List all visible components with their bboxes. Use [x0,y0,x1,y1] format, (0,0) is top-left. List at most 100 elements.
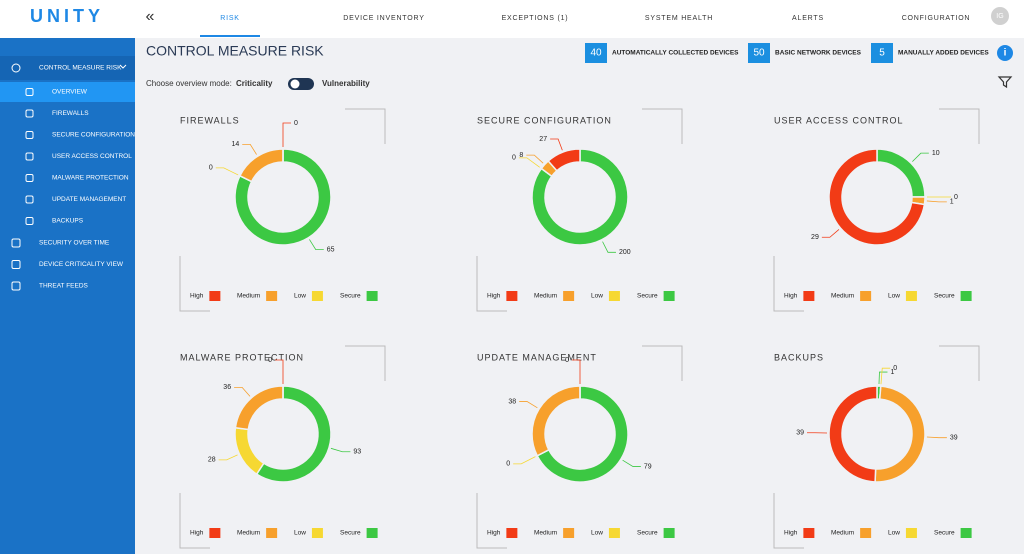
nav-tab[interactable]: ALERTS [792,15,824,22]
count-value: 40 [590,48,602,59]
label-connector [215,167,239,176]
data-label: 39 [796,430,804,437]
data-label: 38 [508,398,516,405]
legend-swatch [860,291,872,301]
label-connector [309,239,324,251]
logo[interactable]: UNITY [30,6,104,26]
donut-segment [547,148,581,172]
active-tab-underline [200,35,260,37]
nav-tab[interactable]: CONFIGURATION [902,15,971,22]
collapse-button[interactable]: « [146,8,155,25]
data-label: 79 [644,463,652,470]
mode-option[interactable]: Criticality [236,79,273,88]
legend-label: Low [591,293,603,300]
data-label: 0 [565,357,569,364]
sidebar-item[interactable]: USER ACCESS CONTROL [52,153,132,160]
nav-icon [25,88,34,96]
label-connector [518,157,540,168]
sidebar-item[interactable]: DEVICE CRITICALITY VIEW [39,261,124,268]
label-connector [878,371,888,385]
legend-label: Medium [534,530,557,537]
data-label: 1 [890,369,894,376]
sidebar-item[interactable]: BACKUPS [52,218,84,225]
info-button[interactable] [997,45,1013,61]
label-connector [572,359,581,384]
data-label: 8 [519,152,523,159]
nav-tab[interactable]: EXCEPTIONS (1) [502,15,569,22]
nav-tab[interactable]: DEVICE INVENTORY [343,15,424,22]
sidebar-item[interactable]: UPDATE MANAGEMENT [52,196,126,203]
label-connector [926,436,947,439]
legend-swatch [608,291,620,301]
mode-option[interactable]: Vulnerability [322,79,370,88]
legend-swatch [803,291,815,301]
sidebar-item[interactable]: SECURE CONFIGURATION [52,132,135,139]
section-icon [11,63,21,73]
panel-title: SECURE CONFIGURATION [477,115,612,125]
user-initials: IG [996,13,1003,20]
filter-button[interactable] [997,76,1013,89]
legend-label: High [190,293,204,300]
donut-segment [531,148,629,246]
legend-swatch [663,528,675,538]
donut-segment [234,148,332,246]
panel-frame [476,108,683,312]
nav-icon [25,131,34,139]
panel-frame [179,108,386,312]
label-connector [275,359,284,384]
legend-label: Low [294,530,306,537]
legend-swatch [366,528,378,538]
nav-tab[interactable]: RISK [220,15,240,22]
legend-swatch [860,528,872,538]
sidebar-item[interactable]: MALWARE PROTECTION [52,175,129,182]
sidebar-item[interactable]: THREAT FEEDS [39,283,89,290]
nav-icon [25,152,34,161]
legend-label: Secure [934,530,955,537]
label-connector [926,200,947,203]
data-label: 29 [811,234,819,241]
label-connector [218,454,238,461]
data-label: 1 [950,199,954,206]
legend-swatch [266,528,278,538]
data-label: 10 [932,150,940,157]
sidebar-section[interactable]: CONTROL MEASURE RISK [39,65,122,72]
toggle-knob [290,79,300,89]
data-label: 0 [512,155,516,162]
count-value: 50 [753,48,765,59]
donut-segment [828,385,878,483]
sidebar-item[interactable]: SECURITY OVER TIME [39,240,110,247]
sidebar [0,38,135,554]
legend-label: Secure [340,293,361,300]
nav-icon [11,238,21,248]
legend-label: Medium [237,293,260,300]
count-value: 5 [879,48,885,59]
legend-label: Low [591,530,603,537]
panel-title: MALWARE PROTECTION [180,352,304,362]
sidebar-item[interactable]: FIREWALLS [52,110,89,117]
nav-icon [11,260,21,269]
count-label: BASIC NETWORK DEVICES [775,50,862,57]
legend-label: Secure [637,530,658,537]
sidebar-item[interactable]: OVERVIEW [52,89,88,96]
legend-label: High [190,530,204,537]
data-label: 0 [893,365,897,372]
data-label: 14 [231,141,239,148]
active-item-bg [0,82,135,102]
panel-frame [179,345,386,549]
avatar[interactable] [991,7,1009,25]
nav-tab[interactable]: SYSTEM HEALTH [645,15,713,22]
panel-frame [773,345,980,549]
chevron [119,64,127,69]
legend-label: Low [888,293,900,300]
legend-swatch [506,291,518,301]
panel-frame [773,108,980,312]
donut-segment [828,148,926,246]
label-connector [526,154,544,164]
data-label: 0 [209,165,213,172]
label-connector [602,241,616,253]
panel-title: UPDATE MANAGEMENT [477,352,597,362]
label-connector [513,456,536,465]
legend-swatch [608,528,620,538]
